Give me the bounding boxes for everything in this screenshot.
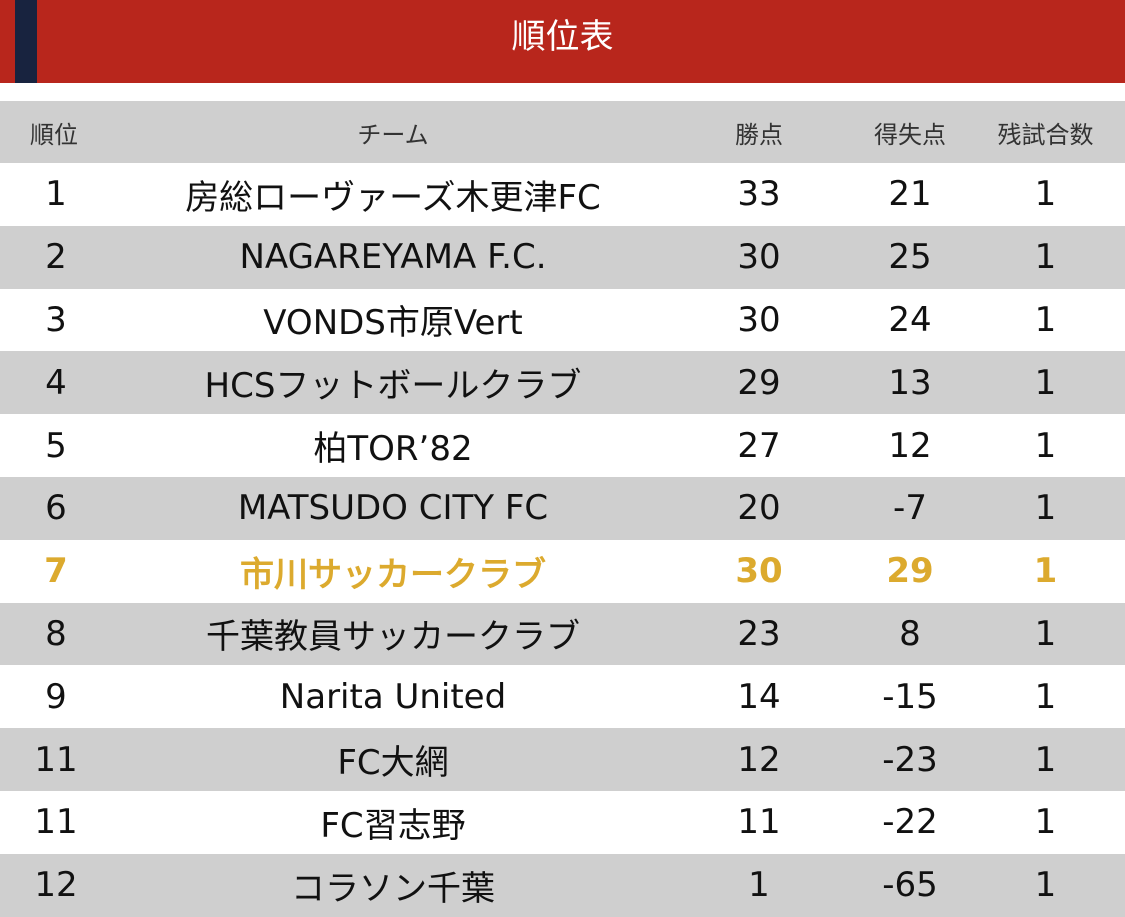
table-row: 3 VONDS市原Vert 30 24 1 <box>0 288 1125 352</box>
table-row: 11 FC大網 12 -23 1 <box>0 728 1125 791</box>
table-row: 11 FC習志野 11 -22 1 <box>0 790 1125 854</box>
standings-table: 順位 チーム 勝点 得失点 残試合数 1 房総ローヴァーズ木更津FC 33 21 1 2 N… <box>0 101 1125 917</box>
rank-cell: 7 <box>44 551 68 592</box>
goal-diff-cell: 24 <box>888 299 932 340</box>
points-cell: 30 <box>737 237 781 278</box>
goal-diff-cell: -22 <box>882 802 938 843</box>
table-body: 1 房総ローヴァーズ木更津FC 33 21 1 2 NAGAREYAMA F.C. 30 25 1… <box>0 163 1125 917</box>
points-cell: 33 <box>737 174 781 215</box>
remaining-matches-cell: 1 <box>1034 802 1057 843</box>
points-cell: 20 <box>737 488 781 529</box>
points-cell: 12 <box>737 739 781 780</box>
remaining-matches-cell: 1 <box>1034 613 1057 654</box>
points-cell: 30 <box>737 299 781 340</box>
page-title: 順位表 <box>511 17 614 57</box>
column-header-points: 勝点 <box>735 120 783 149</box>
team-name-cell: HCSフットボールクラブ <box>204 366 582 407</box>
team-name-cell: MATSUDO CITY FC <box>237 488 549 529</box>
rank-cell: 11 <box>34 739 78 780</box>
table-row: 1 房総ローヴァーズ木更津FC 33 21 1 <box>0 163 1125 226</box>
goal-diff-cell: 12 <box>888 425 932 466</box>
points-cell: 14 <box>737 676 781 717</box>
team-name-cell: 柏TOR’82 <box>313 429 473 470</box>
remaining-matches-cell: 1 <box>1034 174 1057 215</box>
rank-cell: 6 <box>45 488 67 529</box>
remaining-matches-cell: 1 <box>1034 237 1057 278</box>
column-header-rank: 順位 <box>30 120 78 149</box>
remaining-matches-cell: 1 <box>1034 425 1057 466</box>
rank-cell: 1 <box>45 174 67 215</box>
table-header-row: 順位 チーム 勝点 得失点 残試合数 <box>0 101 1125 163</box>
points-cell: 30 <box>735 551 783 592</box>
points-cell: 29 <box>737 362 781 403</box>
goal-diff-cell: -7 <box>893 488 927 529</box>
rank-cell: 5 <box>45 425 67 466</box>
rank-cell: 11 <box>34 802 78 843</box>
rank-cell: 12 <box>34 865 78 906</box>
table-row: 12 コラソン千葉 1 -65 1 <box>0 853 1125 917</box>
table-row: 6 MATSUDO CITY FC 20 -7 1 <box>0 476 1125 540</box>
rank-cell: 8 <box>45 613 67 654</box>
rank-cell: 2 <box>45 237 67 278</box>
team-name-cell: 房総ローヴァーズ木更津FC <box>185 177 601 218</box>
team-name-cell: NAGAREYAMA F.C. <box>239 237 547 278</box>
remaining-matches-cell: 1 <box>1034 362 1057 403</box>
remaining-matches-cell: 1 <box>1034 676 1057 717</box>
team-name-cell: 千葉教員サッカークラブ <box>206 617 580 658</box>
table-row: 9 Narita United 14 -15 1 <box>0 665 1125 729</box>
rank-cell: 4 <box>45 362 67 403</box>
remaining-matches-cell: 1 <box>1034 739 1057 780</box>
team-name-cell: VONDS市原Vert <box>263 303 523 344</box>
team-name-cell: コラソン千葉 <box>291 868 495 909</box>
table-row: 5 柏TOR’82 27 12 1 <box>0 414 1125 477</box>
team-name-cell: 市川サッカークラブ <box>240 554 546 595</box>
goal-diff-cell: 25 <box>888 237 932 278</box>
team-name-cell: Narita United <box>279 676 507 717</box>
column-header-team: チーム <box>357 120 429 149</box>
table-row: 4 HCSフットボールクラブ 29 13 1 <box>0 351 1125 415</box>
team-name-cell: FC習志野 <box>320 805 466 846</box>
column-header-goal-diff: 得失点 <box>874 120 946 149</box>
table-row: 2 NAGAREYAMA F.C. 30 25 1 <box>0 225 1125 289</box>
goal-diff-cell: 29 <box>886 551 934 592</box>
goal-diff-cell: 13 <box>888 362 932 403</box>
remaining-matches-cell: 1 <box>1034 865 1057 906</box>
table-row: 8 千葉教員サッカークラブ 23 8 1 <box>0 602 1125 666</box>
header-accent-stripe <box>15 0 37 83</box>
rank-cell: 3 <box>45 299 67 340</box>
goal-diff-cell: 21 <box>888 174 932 215</box>
rank-cell: 9 <box>45 676 67 717</box>
header-bar: 順位表 <box>0 0 1125 83</box>
team-name-cell: FC大網 <box>337 743 449 784</box>
points-cell: 23 <box>737 613 781 654</box>
goal-diff-cell: -23 <box>882 739 938 780</box>
remaining-matches-cell: 1 <box>1034 488 1057 529</box>
table-row: 7 市川サッカークラブ 30 29 1 <box>0 539 1125 603</box>
goal-diff-cell: 8 <box>899 613 921 654</box>
points-cell: 11 <box>737 802 781 843</box>
remaining-matches-cell: 1 <box>1034 299 1057 340</box>
remaining-matches-cell: 1 <box>1033 551 1058 592</box>
points-cell: 1 <box>748 865 770 906</box>
goal-diff-cell: -65 <box>882 865 938 906</box>
points-cell: 27 <box>737 425 781 466</box>
column-header-remaining: 残試合数 <box>997 120 1094 149</box>
goal-diff-cell: -15 <box>882 676 938 717</box>
